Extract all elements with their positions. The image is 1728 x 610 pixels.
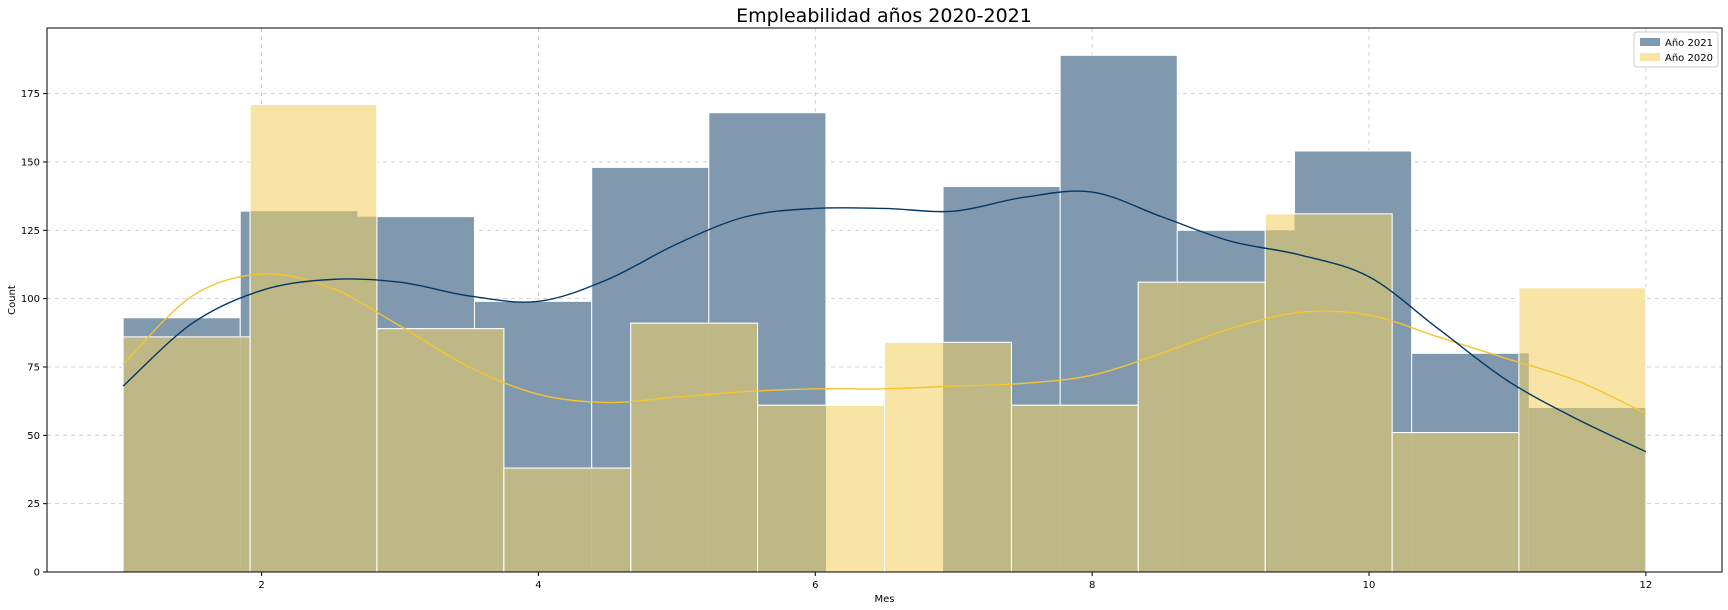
bar-overlap xyxy=(1518,353,1529,572)
bar-overlap xyxy=(250,211,358,573)
bar-overlap xyxy=(1411,432,1519,572)
bar-overlap xyxy=(1294,213,1393,572)
y-tick-label: 75 xyxy=(27,362,40,373)
bar-overlap xyxy=(1138,282,1178,572)
x-tick-label: 10 xyxy=(1363,580,1376,591)
kde-line-2021 xyxy=(122,190,1647,453)
y-tick-label: 150 xyxy=(21,157,40,168)
y-tick-label: 125 xyxy=(21,226,40,237)
bar-overlap xyxy=(1265,230,1295,573)
x-tick-label: 12 xyxy=(1639,580,1652,591)
x-axis-ticks: 2 4 6 8 10 12 xyxy=(258,572,1652,591)
y-tick-label: 100 xyxy=(21,294,40,305)
x-axis-label: Mes xyxy=(875,594,895,605)
y-axis-ticks: 0 25 50 75 100 125 150 175 xyxy=(21,89,47,579)
bar-overlap xyxy=(757,405,826,572)
bar-overlap xyxy=(1177,282,1266,572)
bar-overlap xyxy=(630,323,709,572)
x-tick-label: 8 xyxy=(1089,580,1095,591)
kde-lines xyxy=(122,190,1647,453)
bar-overlap xyxy=(357,216,377,572)
y-tick-label: 25 xyxy=(27,499,40,510)
y-tick-label: 50 xyxy=(27,431,40,442)
y-tick-label: 175 xyxy=(21,89,40,100)
legend-label-2020: Año 2020 xyxy=(1665,53,1713,64)
bar-overlap xyxy=(1392,432,1412,572)
y-axis-label: Count xyxy=(7,285,18,315)
legend-swatch-2020 xyxy=(1640,53,1660,61)
bar-overlap xyxy=(1528,407,1646,572)
bar-overlap xyxy=(943,342,1012,572)
bar-overlap xyxy=(1011,405,1061,572)
plot-frame xyxy=(46,27,1723,573)
bar-overlap xyxy=(376,328,475,572)
bar-overlap xyxy=(474,328,504,572)
legend-swatch-2021 xyxy=(1640,38,1660,46)
legend: Año 2021 Año 2020 xyxy=(1633,31,1719,68)
bar-overlap xyxy=(708,323,758,572)
bar-overlap xyxy=(503,468,592,572)
legend-label-2021: Año 2021 xyxy=(1665,38,1713,49)
x-tick-label: 2 xyxy=(258,580,264,591)
bar-overlap xyxy=(591,468,631,572)
kde-line-2020 xyxy=(122,273,1647,415)
bar-overlap xyxy=(1060,405,1139,572)
bar-overlap xyxy=(240,336,251,572)
bar-overlap xyxy=(123,336,241,572)
y-tick-label: 0 xyxy=(34,568,40,579)
x-tick-label: 6 xyxy=(812,580,818,591)
x-tick-label: 4 xyxy=(535,580,541,591)
chart-title: Empleabilidad años 2020-2021 xyxy=(736,5,1032,27)
